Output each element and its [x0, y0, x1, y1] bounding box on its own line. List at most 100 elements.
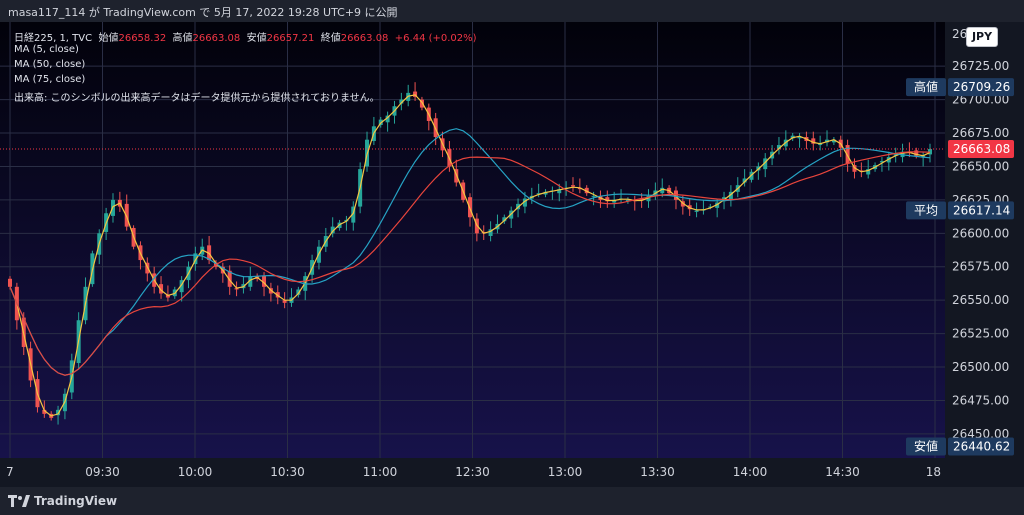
- price-tick-label: 26675.00: [952, 126, 1009, 140]
- footer-brand: TradingView: [34, 494, 118, 508]
- legend-low-label: 安値: [246, 33, 267, 44]
- candle-body: [557, 189, 562, 194]
- price-tick-label: 26475.00: [952, 393, 1009, 407]
- price-tag-label: 高値: [914, 79, 938, 94]
- time-tick-label: 10:00: [178, 465, 213, 479]
- candle-body: [56, 409, 61, 416]
- candle-body: [227, 270, 232, 287]
- time-tick-label: 11:00: [363, 465, 398, 479]
- time-tick-label: 12:30: [455, 465, 490, 479]
- legend-ma50[interactable]: MA (50, close): [14, 59, 86, 70]
- time-tick-label: 7: [6, 465, 14, 479]
- price-axis-background: [945, 22, 1024, 487]
- price-tick-label: 26500.00: [952, 360, 1009, 374]
- currency-button[interactable]: JPY: [966, 27, 998, 47]
- ma5-line: [9, 94, 931, 417]
- candle-body: [159, 284, 164, 294]
- candle-body: [577, 187, 582, 190]
- candle-body: [639, 198, 644, 200]
- candle-body: [522, 198, 527, 207]
- candle-body: [351, 206, 356, 223]
- legend-high-label: 高値: [172, 33, 193, 44]
- legend-open-label: 始値: [98, 33, 119, 44]
- candle-body: [413, 91, 418, 97]
- candle-body: [763, 158, 768, 170]
- legend-open: 26658.32: [118, 33, 167, 44]
- candle-body: [179, 280, 184, 293]
- price-tick-label: 26525.00: [952, 327, 1009, 341]
- candle-body: [584, 187, 589, 194]
- price-tag-box: [948, 139, 1014, 158]
- candle-body: [543, 191, 548, 195]
- price-tick-label: 26600.00: [952, 226, 1009, 240]
- publish-line: masa117_114 が TradingView.com で 5月 17, 2…: [8, 6, 398, 19]
- legend-volume-note: 出来高: このシンボルの出来高データはデータ提供元から提供されておりません。: [14, 93, 380, 104]
- candle-body: [399, 99, 404, 104]
- price-tag-value: 26440.62: [953, 439, 1010, 453]
- time-tick-label: 13:30: [640, 465, 675, 479]
- candle-body: [248, 276, 253, 287]
- time-axis-background: [0, 458, 945, 487]
- candle-body: [605, 197, 610, 202]
- candle-body: [262, 276, 267, 287]
- candle-body: [488, 229, 493, 236]
- candle-body: [145, 262, 150, 274]
- legend-ma75[interactable]: MA (75, close): [14, 74, 86, 85]
- candle-body: [790, 135, 795, 139]
- candle-body: [419, 99, 424, 108]
- candle-body: [234, 288, 239, 290]
- candle-body: [694, 210, 699, 212]
- candle-body: [845, 145, 850, 164]
- time-tick-label: 14:30: [825, 465, 860, 479]
- time-tick-label: 09:30: [85, 465, 120, 479]
- candle-body: [8, 278, 12, 287]
- tradingview-logo-icon: [8, 495, 30, 507]
- price-tag-label: 平均: [914, 203, 938, 217]
- price-tag-label-box: [906, 78, 946, 97]
- candle-body: [921, 155, 926, 158]
- time-axis[interactable]: 7 09:30 10:00 10:30 11:00 12:30 13:00 13:30 14:0…: [6, 465, 941, 479]
- footer-bar: TradingView: [0, 487, 1024, 515]
- price-tick-label: 26575.00: [952, 260, 1009, 274]
- candle-body: [825, 139, 830, 143]
- time-tick-label: 10:30: [270, 465, 305, 479]
- publish-bar: masa117_114 が TradingView.com で 5月 17, 2…: [0, 0, 1024, 22]
- time-tick-label: 13:00: [548, 465, 583, 479]
- candle-body: [42, 409, 47, 414]
- candle-body: [612, 199, 617, 203]
- candle-body: [124, 203, 129, 227]
- price-tag-value: 26709.26: [953, 80, 1010, 94]
- legend-ohlc: 日経225, 1, TVC 始値26658.32 高値26663.08 安値26…: [14, 29, 477, 44]
- price-tick-label: 26725.00: [952, 59, 1009, 73]
- legend-close-label: 終値: [320, 33, 341, 44]
- price-tick-label-partial: 26: [952, 27, 967, 41]
- price-chart[interactable]: 26450.00 26475.00 26500.00 26525.00 26550.00…: [0, 22, 1024, 487]
- candle-body: [502, 217, 507, 222]
- price-tag-box: [948, 437, 1014, 456]
- legend-ma5[interactable]: MA (5, close): [14, 44, 79, 55]
- candle-body: [742, 178, 747, 183]
- candle-body: [660, 187, 665, 194]
- price-tag-label-box: [906, 437, 946, 456]
- candle-body: [536, 193, 541, 195]
- candle-body: [296, 289, 301, 295]
- price-tick-label: 26650.00: [952, 159, 1009, 173]
- price-tags: 26709.26 高値 26663.08 26617.14 平均 26440.62 安値: [906, 78, 1014, 456]
- candle-body: [879, 161, 884, 163]
- moving-averages: [9, 94, 931, 417]
- legend-symbol: 日経225, 1, TVC: [14, 33, 93, 44]
- candle-body: [385, 115, 390, 123]
- legend-change: +6.44 (+0.02%): [394, 33, 477, 44]
- ma75-line: [9, 151, 931, 376]
- candle-body: [708, 206, 713, 208]
- candle-body: [866, 169, 871, 175]
- price-tag-label-box: [906, 201, 946, 220]
- legend-low: 26657.21: [266, 33, 315, 44]
- candle-body: [207, 245, 212, 261]
- candle-body: [797, 137, 802, 139]
- grid: [0, 22, 945, 458]
- time-tick-label: 14:00: [733, 465, 768, 479]
- time-tick-label: 18: [926, 465, 941, 479]
- ma50-line: [9, 128, 931, 376]
- candle-body: [282, 300, 287, 303]
